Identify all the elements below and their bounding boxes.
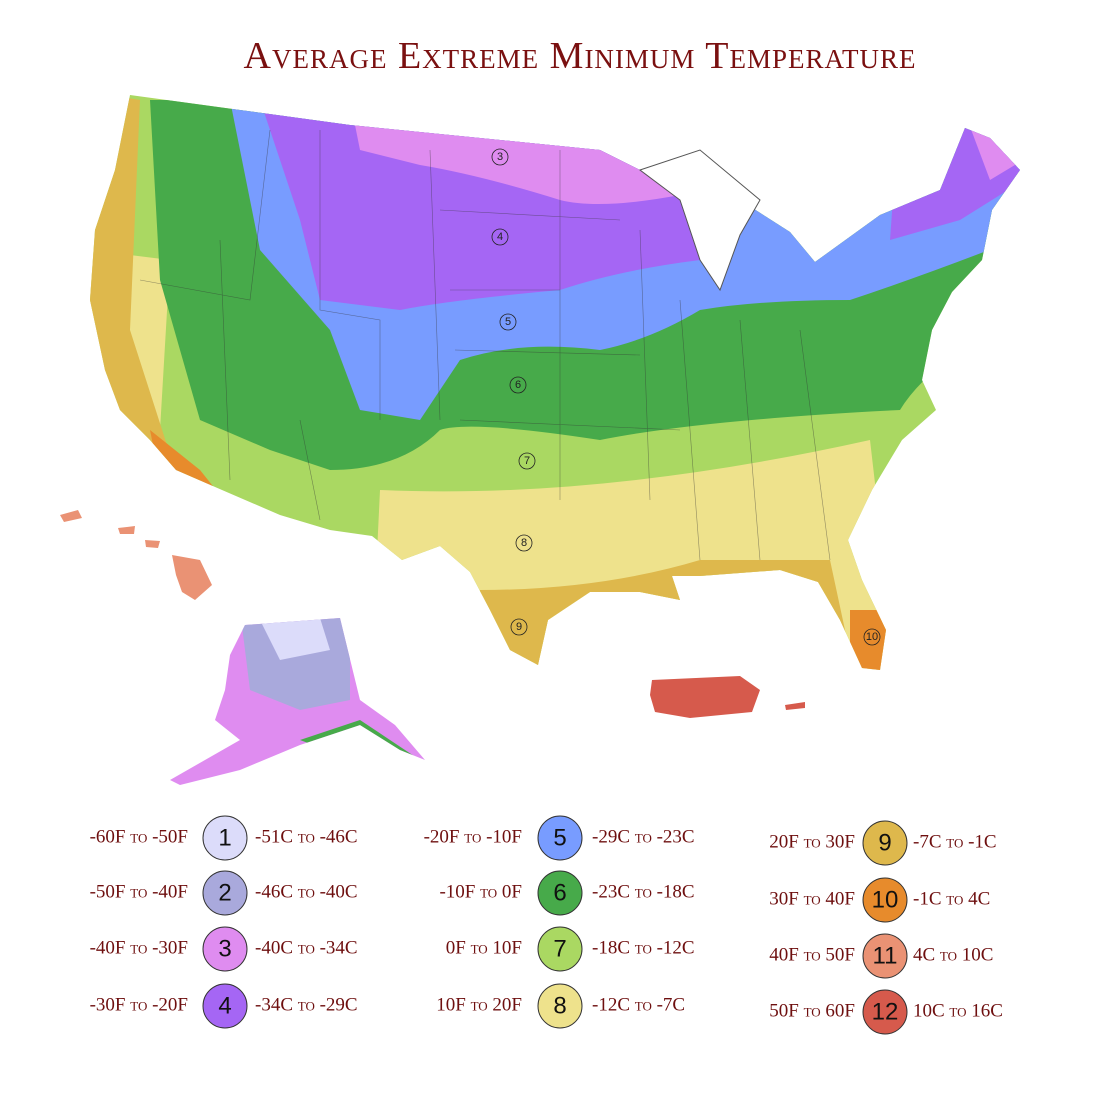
zone-swatch	[862, 877, 908, 923]
celsius-range: -46C to -40C	[255, 881, 358, 902]
fahrenheit-range: -50F to -40F	[90, 881, 188, 902]
zone-area	[60, 510, 212, 600]
zone-swatch	[202, 983, 248, 1029]
celsius-range: -40C to -34C	[255, 937, 358, 958]
fahrenheit-range: 50F to 60F	[769, 1000, 855, 1021]
map-zone-marker	[509, 376, 527, 394]
zone-number: 9	[878, 830, 891, 857]
fahrenheit-range: -10F to 0F	[439, 881, 522, 902]
zone-number: 7	[553, 936, 566, 963]
celsius-range: -1C to 4C	[913, 888, 990, 909]
alaska	[170, 618, 425, 785]
celsius-range: 10C to 16C	[913, 1000, 1003, 1021]
fahrenheit-range: 30F to 40F	[769, 888, 855, 909]
fahrenheit-range: 0F to 10F	[446, 937, 522, 958]
celsius-range: -29C to -23C	[592, 826, 695, 847]
zone-swatch	[202, 870, 248, 916]
fahrenheit-range: -20F to -10F	[424, 826, 522, 847]
hawaii	[60, 510, 212, 600]
zone-swatch	[862, 820, 908, 866]
map-zone-label: 9	[516, 621, 522, 633]
celsius-range: -51C to -46C	[255, 826, 358, 847]
zone-swatch	[862, 989, 908, 1035]
fahrenheit-range: 10F to 20F	[436, 994, 522, 1015]
zone-swatch	[862, 933, 908, 979]
map-zone-label: 3	[497, 151, 503, 163]
zone-number: 2	[218, 880, 231, 907]
map-zone-marker	[510, 618, 528, 636]
zone-swatch	[202, 926, 248, 972]
zone-swatch	[537, 870, 583, 916]
celsius-range: -23C to -18C	[592, 881, 695, 902]
zone-number: 4	[218, 993, 231, 1020]
map-zone-label: 5	[505, 316, 511, 328]
zone-number: 6	[553, 880, 566, 907]
map-zone-label: 4	[497, 231, 503, 243]
celsius-range: -7C to -1C	[913, 831, 997, 852]
map-zone-label: 7	[524, 455, 530, 467]
zone-number: 5	[553, 825, 566, 852]
zone-number: 1	[218, 825, 231, 852]
map-zone-marker	[863, 628, 881, 646]
celsius-range: -12C to -7C	[592, 994, 685, 1015]
zone-number: 3	[218, 936, 231, 963]
map-zone-marker	[491, 228, 509, 246]
celsius-range: 4C to 10C	[913, 944, 993, 965]
map-zone-label: 6	[515, 379, 521, 391]
zone-swatch	[537, 983, 583, 1029]
puerto-rico	[650, 676, 805, 718]
zone-number: 8	[553, 993, 566, 1020]
fahrenheit-range: -30F to -20F	[90, 994, 188, 1015]
map-zone-label: 10	[866, 631, 878, 643]
zone-swatch	[537, 926, 583, 972]
fahrenheit-range: -60F to -50F	[90, 826, 188, 847]
map-zone-label: 8	[521, 537, 527, 549]
fahrenheit-range: 20F to 30F	[769, 831, 855, 852]
map-zone-marker	[518, 452, 536, 470]
map-zone-marker	[515, 534, 533, 552]
zone-swatch	[202, 815, 248, 861]
zone-swatch	[537, 815, 583, 861]
map-zone-labels: 3 4 5 6 7 8 9 10	[491, 148, 881, 646]
zone-area	[650, 676, 805, 718]
map-zone-marker	[499, 313, 517, 331]
fahrenheit-range: -40F to -30F	[90, 937, 188, 958]
map-title: Average Extreme Minimum Temperature	[244, 35, 917, 77]
legend: -60F to -50F 1 -51C to -46C -50F to -40F 2 -4…	[90, 815, 1003, 1035]
celsius-range: -18C to -12C	[592, 937, 695, 958]
celsius-range: -34C to -29C	[255, 994, 358, 1015]
map-zone-marker	[491, 148, 509, 166]
contiguous-us	[90, 95, 1020, 670]
zone-number: 10	[872, 887, 899, 914]
zone-area	[260, 618, 330, 660]
fahrenheit-range: 40F to 50F	[769, 944, 855, 965]
zone-number: 11	[873, 943, 898, 970]
zone-number: 12	[872, 999, 899, 1026]
great-lakes	[638, 149, 761, 292]
